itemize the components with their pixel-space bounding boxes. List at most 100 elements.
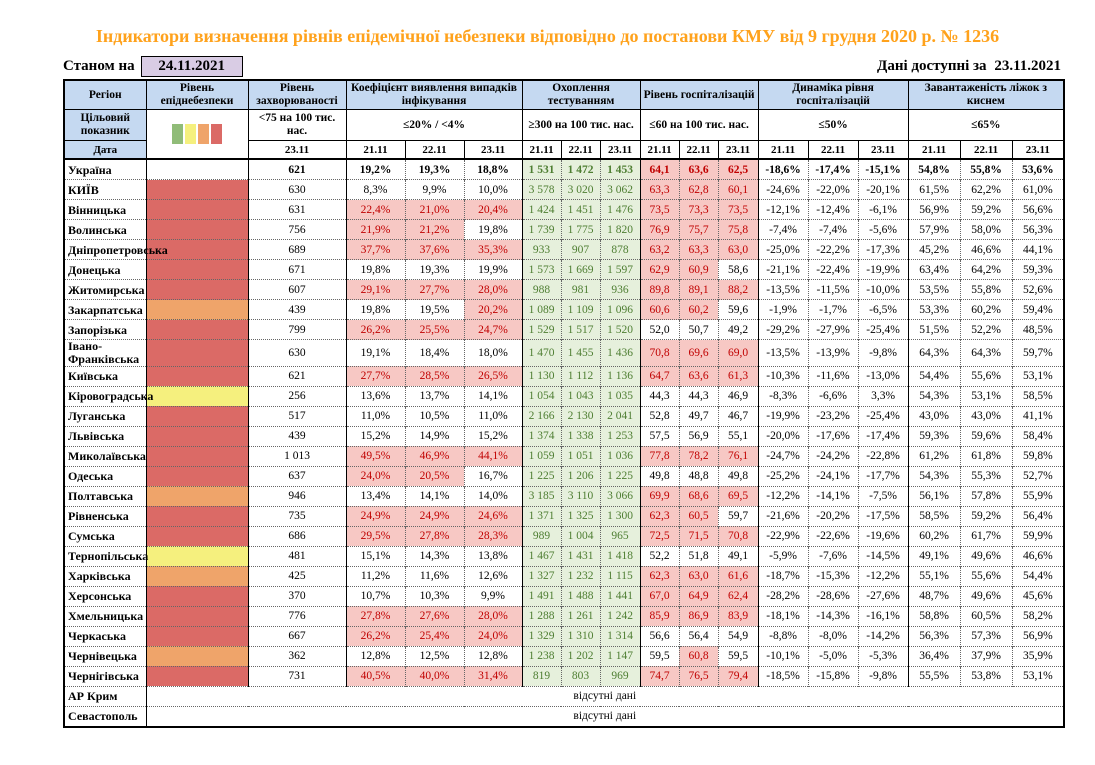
hospitalization-cell: 69,6	[678, 339, 719, 367]
table-row: Харківська 425 11,2% 11,6% 12,6% 1 327 1 232 1 …	[63, 565, 1065, 587]
hospitalization-dynamics-cell: 3,3%	[857, 385, 909, 407]
table-row: Вінницька 631 22,4% 21,0% 20,4% 1 424 1 451 1 4…	[63, 199, 1065, 220]
column-group-detection: Коефіцієнт виявлення випадків інфікуванн…	[345, 79, 523, 111]
detection-cell: 26,2%	[345, 625, 405, 647]
detection-cell: 15,1%	[345, 545, 405, 567]
region-cell: Вінницька	[63, 199, 146, 220]
as-of-date-box: 24.11.2021	[140, 55, 243, 77]
oxygen-beds-cell: 64,2%	[959, 259, 1013, 280]
hospitalization-cell: 58,6	[717, 259, 759, 280]
table-row: Волинська 756 21,9% 21,2% 19,8% 1 739 1 775 1 8…	[63, 219, 1065, 240]
detection-cell: 46,9%	[404, 445, 464, 467]
detection-cell: 28,0%	[463, 605, 523, 627]
region-cell: Волинська	[63, 219, 146, 240]
testing-cell: 1 491	[521, 585, 562, 607]
hospitalization-cell: 62,4	[717, 585, 759, 607]
illness-rate-cell: 799	[247, 319, 346, 340]
hospitalization-dynamics-cell: -5,9%	[757, 545, 809, 567]
as-of-label: Станом на	[63, 57, 135, 74]
target-row-label: Цільовий показник	[63, 109, 147, 142]
oxygen-beds-cell: 57,3%	[959, 625, 1013, 647]
date-header-beds: 22.11	[959, 140, 1013, 160]
oxygen-beds-cell: 54,4%	[1011, 565, 1065, 587]
testing-cell: 1 470	[521, 339, 562, 367]
hospitalization-cell: 51,8	[678, 545, 719, 567]
hospitalization-dynamics-cell: -21,6%	[757, 505, 809, 527]
table-row: Львівська 439 15,2% 14,9% 15,2% 1 374 1 338 1 2…	[63, 425, 1065, 447]
testing-cell: 1 310	[560, 625, 601, 647]
hospitalization-dynamics-cell: -28,2%	[757, 585, 809, 607]
epidemic-level-cell	[145, 385, 248, 407]
hospitalization-dynamics-cell: -5,0%	[807, 645, 859, 667]
table-row: Запорізька 799 26,2% 25,5% 24,7% 1 529 1 517 1 …	[63, 319, 1065, 340]
testing-cell: 1 202	[560, 645, 601, 667]
date-header-beds: 23.11	[1011, 140, 1065, 160]
detection-cell: 27,8%	[404, 525, 464, 547]
hospitalization-cell: 49,7	[678, 405, 719, 427]
region-cell: Донецька	[63, 259, 146, 280]
table-row: Івано-Франківська 630 19,1% 18,4% 18,0% 1 470…	[63, 339, 1065, 367]
detection-cell: 26,5%	[463, 365, 523, 387]
region-cell: Полтавська	[63, 485, 146, 507]
region-cell: Херсонська	[63, 585, 146, 607]
oxygen-beds-cell: 56,1%	[907, 485, 961, 507]
oxygen-beds-cell: 45,6%	[1011, 585, 1065, 607]
table-row: Черкаська 667 26,2% 25,4% 24,0% 1 329 1 310 1 3…	[63, 625, 1065, 647]
testing-cell: 1 238	[521, 645, 562, 667]
column-group-level: Рівень епіднебезпеки	[145, 79, 249, 111]
subheader: Станом на 24.11.2021 Дані доступні за 23…	[63, 53, 1063, 79]
hospitalization-dynamics-cell: -7,6%	[807, 545, 859, 567]
date-header-testing: 23.11	[599, 140, 641, 160]
hospitalization-dynamics-cell: -5,6%	[857, 219, 909, 240]
oxygen-beds-cell: 48,5%	[1011, 319, 1065, 340]
oxygen-beds-cell: 49,6%	[959, 585, 1013, 607]
oxygen-beds-cell: 53,1%	[1011, 665, 1065, 687]
illness-rate-cell: 630	[247, 339, 346, 367]
detection-cell: 12,8%	[345, 645, 405, 667]
illness-rate-cell: 439	[247, 299, 346, 320]
legend-swatch-yellow	[185, 124, 196, 145]
testing-cell: 1 820	[599, 219, 641, 240]
testing-cell: 1 253	[599, 425, 641, 447]
hospitalization-cell: 71,5	[678, 525, 719, 547]
detection-cell: 19,8%	[345, 259, 405, 280]
page-title: Індикатори визначення рівнів епідемічної…	[95, 26, 1000, 46]
hospitalization-cell: 55,1	[717, 425, 759, 447]
table-row: Одеська 637 24,0% 20,5% 16,7% 1 225 1 206 1 225…	[63, 465, 1065, 487]
detection-cell: 24,9%	[404, 505, 464, 527]
region-cell: Київська	[63, 365, 146, 387]
oxygen-beds-cell: 58,5%	[907, 505, 961, 527]
date-header-hosp: 23.11	[717, 140, 759, 160]
oxygen-beds-cell: 55,8%	[959, 158, 1013, 180]
detection-cell: 19,8%	[463, 219, 523, 240]
table-row: Кіровоградська 256 13,6% 13,7% 14,1% 1 054 1 0…	[63, 385, 1065, 407]
illness-rate-cell: 425	[247, 565, 346, 587]
hospitalization-cell: 44,3	[639, 385, 680, 407]
data-available-label: Дані доступні за	[877, 57, 987, 74]
oxygen-beds-cell: 46,6%	[1011, 545, 1065, 567]
illness-rate-cell: 671	[247, 259, 346, 280]
table-row: Київська 621 27,7% 28,5% 26,5% 1 130 1 112 1 13…	[63, 365, 1065, 387]
table-row-no-data: Севастополь відсутні дані	[63, 705, 1065, 727]
hospitalization-cell: 70,8	[717, 525, 759, 547]
table-row: Донецька 671 19,8% 19,3% 19,9% 1 573 1 669 1 59…	[63, 259, 1065, 280]
hospitalization-cell: 52,8	[639, 405, 680, 427]
illness-rate-cell: 370	[247, 585, 346, 607]
epidemic-level-cell	[145, 339, 248, 367]
table-row: Чернівецька 362 12,8% 12,5% 12,8% 1 238 1 202 1…	[63, 645, 1065, 667]
detection-cell: 40,0%	[404, 665, 464, 687]
hospitalization-cell: 62,8	[678, 179, 719, 200]
testing-cell: 936	[599, 279, 641, 300]
oxygen-beds-cell: 59,6%	[959, 425, 1013, 447]
detection-cell: 10,5%	[404, 405, 464, 427]
detection-cell: 14,1%	[463, 385, 523, 407]
detection-cell: 24,6%	[463, 505, 523, 527]
target-testing: ≥300 на 100 тис. нас.	[521, 109, 641, 142]
oxygen-beds-cell: 56,4%	[1011, 505, 1065, 527]
testing-cell: 988	[521, 279, 562, 300]
detection-cell: 19,1%	[345, 339, 405, 367]
target-beds: ≤65%	[907, 109, 1065, 142]
hospitalization-dynamics-cell: -13,5%	[757, 279, 809, 300]
oxygen-beds-cell: 61,2%	[907, 445, 961, 467]
testing-cell: 1 431	[560, 545, 601, 567]
